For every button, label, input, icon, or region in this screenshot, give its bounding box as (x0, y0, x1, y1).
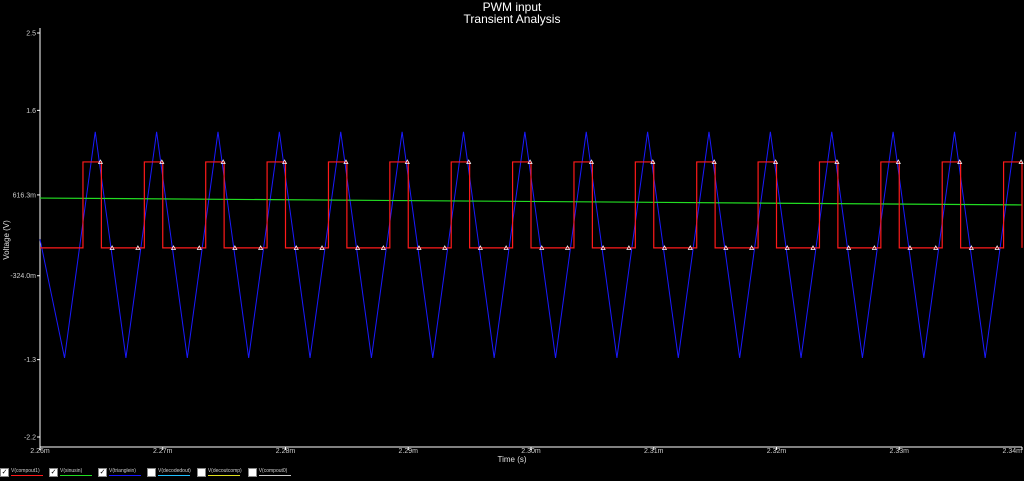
series-marker-compout1 (258, 245, 264, 250)
x-tick-label: 2.26m (30, 448, 50, 455)
legend-swatch (258, 475, 291, 476)
legend-item[interactable]: ✓ V(trianglein) (98, 467, 141, 477)
legend-swatch (109, 475, 141, 476)
y-axis-label: Voltage (V) (2, 220, 11, 260)
series-marker-compout1 (661, 245, 668, 250)
chart-title: PWM input (483, 0, 542, 14)
series-line-compout1 (40, 161, 1023, 249)
x-ticks: 2.26m 2.27m 2.28m 2.29m 2.30m 2.31m 2.32m 2.33m… (30, 447, 1023, 455)
series-marker-compout1 (416, 245, 422, 250)
series-marker-compout1 (994, 245, 1000, 250)
series-marker-compout1 (749, 245, 755, 250)
y-tick-label: -1.3 (24, 357, 36, 364)
series-marker-compout1 (871, 245, 877, 250)
series-layer (39, 131, 1024, 359)
series-marker-compout1 (97, 159, 104, 164)
legend-swatch (207, 475, 240, 476)
series-marker-compout1 (772, 159, 779, 164)
series-marker-compout1 (933, 245, 939, 250)
series-marker-compout1 (466, 159, 472, 164)
legend-swatch (158, 475, 190, 476)
series-marker-compout1 (135, 245, 141, 250)
series-marker-compout1 (159, 159, 165, 164)
x-axis-label: Time (s) (497, 455, 526, 464)
series-marker-compout1 (281, 159, 288, 164)
series-marker-compout1 (834, 159, 840, 164)
x-tick-label: 2.30m (521, 448, 541, 455)
checkbox-empty-icon[interactable] (247, 467, 257, 477)
series-marker-compout1 (232, 245, 238, 250)
series-marker-compout1 (564, 245, 571, 250)
series-marker-compout1 (600, 245, 606, 250)
legend-label: V(decoutcomp) (207, 468, 242, 474)
series-marker-compout1 (711, 159, 717, 164)
series-marker-compout1 (220, 159, 226, 164)
checkbox-checked-icon[interactable]: ✓ (49, 467, 58, 477)
y-tick-label: 616.3m (13, 192, 37, 199)
legend-label: V(trianglein) (109, 468, 136, 474)
y-ticks: 2.5 1.6 616.3m -324.0m -1.3 -2.2 (10, 31, 40, 442)
x-tick-label: 2.33m (890, 448, 910, 455)
series-marker-compout1 (687, 245, 693, 250)
series-marker-compout1 (626, 245, 632, 250)
checkbox-empty-icon[interactable] (196, 467, 206, 477)
series-marker-compout1 (810, 245, 816, 250)
series-marker-compout1 (319, 245, 325, 250)
series-marker-compout1 (846, 245, 852, 250)
y-tick-label: -2.2 (24, 435, 36, 442)
chart-subtitle: Transient Analysis (464, 12, 561, 26)
series-marker-compout1 (907, 245, 913, 250)
series-marker-compout1 (109, 245, 115, 250)
chart-area: PWM input Transient Analysis 2.5 1.6 616.3… (2, 0, 1024, 464)
legend-item[interactable]: ✓ V(sinusin) (49, 467, 92, 477)
checkbox-checked-icon[interactable]: ✓ (98, 467, 107, 477)
series-marker-compout1 (539, 245, 545, 250)
series-marker-compout1 (588, 159, 595, 164)
legend-label: V(sinusin) (60, 468, 83, 474)
legend-label: V(compout1) (11, 468, 40, 474)
x-tick-label: 2.27m (153, 448, 173, 455)
x-tick-label: 2.32m (767, 448, 787, 455)
series-marker-compout1 (503, 245, 509, 250)
series-marker-compout1 (343, 159, 349, 164)
y-tick-label: 2.5 (26, 31, 36, 38)
series-marker-compout1 (293, 245, 299, 250)
legend-item[interactable]: V(decoutcomp) (196, 467, 242, 477)
legend-item[interactable]: V(decodedout) (147, 467, 191, 477)
y-tick-label: -324.0m (10, 273, 36, 280)
x-tick-label: 2.34m (1003, 448, 1023, 455)
legend-item[interactable]: ✓ V(compout1) (0, 467, 43, 477)
series-marker-compout1 (968, 245, 974, 250)
series-marker-compout1 (784, 245, 790, 250)
checkbox-checked-icon[interactable]: ✓ (0, 467, 9, 477)
series-marker-compout1 (380, 245, 386, 250)
x-tick-label: 2.28m (276, 448, 296, 455)
x-tick-label: 2.29m (399, 448, 419, 455)
legend-swatch (11, 475, 43, 476)
series-marker-compout1 (1018, 159, 1024, 164)
series-marker-compout1 (650, 159, 656, 164)
series-marker-compout1 (442, 245, 448, 250)
legend-item[interactable]: V(compout0) (247, 467, 291, 477)
x-tick-label: 2.31m (644, 448, 664, 455)
checkbox-empty-icon[interactable] (147, 467, 156, 477)
legend-label: V(compout0) (258, 468, 288, 474)
series-marker-compout1 (957, 159, 963, 164)
legend-swatch (60, 475, 92, 476)
series-marker-compout1 (404, 159, 410, 164)
legend: ✓ V(compout1) ✓ V(sinusin) ✓ V(trianglein) V(d… (0, 465, 1024, 479)
series-marker-compout1 (527, 159, 533, 164)
y-tick-label: 1.6 (26, 108, 36, 115)
series-marker-compout1 (477, 245, 483, 250)
series-marker-compout1 (170, 245, 177, 250)
series-marker-compout1 (895, 159, 901, 164)
legend-label: V(decodedout) (158, 468, 191, 474)
series-marker-compout1 (723, 245, 729, 250)
series-line-trianglein (39, 131, 1017, 359)
series-marker-compout1 (355, 245, 361, 250)
series-marker-compout1 (196, 245, 202, 250)
